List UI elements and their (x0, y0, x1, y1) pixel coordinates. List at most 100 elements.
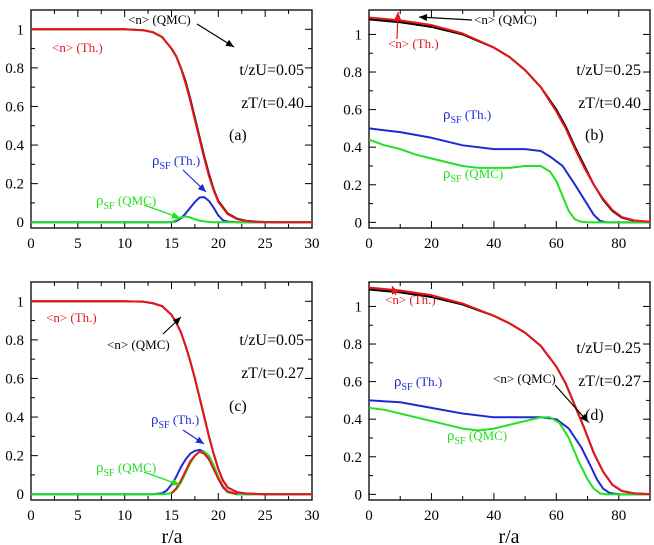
x-tick-label: 10 (117, 508, 132, 524)
panel-label: (a) (229, 127, 247, 144)
y-tick-label: 0.2 (343, 178, 362, 194)
sf-subscript: SF (160, 161, 172, 172)
x-tick-label: 20 (211, 508, 226, 524)
annotation-arrowhead (171, 478, 180, 486)
x-tick-label: 60 (549, 236, 564, 252)
x-axis-label: r/a (498, 526, 519, 545)
annotation-arrowhead (171, 211, 180, 219)
x-tick-label: 0 (365, 236, 373, 252)
rho-symbol: ρ (152, 153, 160, 169)
y-tick-label: 0.2 (5, 449, 24, 465)
sf-subscript: SF (104, 201, 116, 212)
annotation-label: <n> (Th.) (388, 36, 439, 51)
x-tick-label: 5 (74, 508, 82, 524)
x-tick-label: 25 (258, 236, 273, 252)
y-tick-label: 1 (355, 299, 363, 315)
y-tick-label: 0.8 (5, 333, 24, 349)
series-line--n-qmc- (31, 300, 312, 496)
parameter-text: zT/t=0.27 (578, 373, 641, 390)
x-tick-label: 0 (27, 508, 35, 524)
sf-subscript: SF (402, 382, 414, 393)
sf-subscript: SF (451, 174, 463, 185)
series-line--n-th- (31, 300, 312, 496)
annotation-label: ρSF (Th.) (151, 412, 199, 431)
annotation-label: ρSF (QMC) (443, 166, 503, 185)
parameter-text: t/zU=0.05 (239, 62, 304, 79)
series-line--sf-qmc- (369, 138, 650, 224)
parameter-text: t/zU=0.05 (239, 332, 304, 349)
rho-symbol: ρ (96, 193, 104, 209)
annotation-arrowhead (225, 39, 234, 47)
y-tick-label: 0.6 (5, 99, 24, 115)
x-tick-label: 15 (164, 236, 179, 252)
series-line--sf-th- (31, 448, 312, 496)
series-line--sf-qmc- (31, 450, 312, 496)
sf-subscript: SF (104, 468, 116, 479)
annotation-label: ρSF (Th.) (152, 153, 200, 172)
series-line--sf-qmc- (369, 406, 650, 496)
sf-subscript: SF (455, 436, 467, 447)
series-line--sf-th- (369, 127, 650, 224)
x-tick-label: 10 (117, 236, 132, 252)
parameter-text: zT/t=0.27 (241, 365, 304, 382)
rho-symbol: ρ (394, 374, 402, 390)
x-tick-label: 60 (549, 508, 564, 524)
annotation-arrowhead (394, 12, 402, 21)
y-tick-label: 0.6 (343, 375, 362, 391)
y-tick-label: 0.6 (343, 103, 362, 119)
annotation-arrowhead (197, 183, 206, 192)
x-axis-label: r/a (161, 526, 182, 545)
panel-b: 0 20 40 60 80 0 0.2 0.4 0.6 0.8 1 <n> (QMC) <n> (Th.… (343, 9, 651, 252)
annotation-label: ρSF (QMC) (96, 193, 156, 212)
annotation-tail: (Th.) (171, 153, 201, 168)
annotation-arrowhead (172, 317, 181, 326)
annotation-label: <n> (Th.) (46, 310, 97, 325)
y-tick-label: 0.6 (5, 371, 24, 387)
series-line--n-qmc- (31, 28, 312, 224)
rho-symbol: ρ (443, 166, 451, 182)
y-tick-label: 0 (17, 215, 25, 231)
y-tick-label: 0.8 (5, 61, 24, 77)
annotation-tail: (QMC) (462, 166, 504, 181)
x-tick-label: 20 (424, 508, 439, 524)
annotation-arrow (418, 16, 473, 21)
annotation-label: <n> (QMC) (128, 12, 191, 27)
series-line--n-th- (369, 16, 650, 223)
panel-a: 0 5 10 15 20 25 30 0 0.2 0.4 0.6 0.8 1 <n> (QMC) <n> (… (5, 9, 320, 252)
panel-label: (d) (585, 407, 604, 424)
annotation-tail: (QMC) (115, 193, 157, 208)
y-tick-label: 0 (355, 487, 363, 503)
annotation-arrowhead (580, 413, 588, 422)
x-tick-label: 20 (424, 236, 439, 252)
parameter-text: t/zU=0.25 (576, 340, 641, 357)
y-tick-label: 0.2 (5, 177, 24, 193)
annotation-label: <n> (QMC) (474, 12, 537, 27)
y-tick-label: 0.4 (343, 140, 362, 156)
panel-c: 0 5 10 15 20 25 30 0 0.2 0.4 0.6 0.8 1 <n> (Th.) <n> (… (5, 281, 320, 545)
rho-symbol: ρ (151, 412, 159, 428)
annotation-arrowhead (419, 13, 428, 21)
rho-symbol: ρ (447, 428, 455, 444)
series-line--sf-qmc- (31, 215, 312, 224)
y-tick-label: 1 (17, 294, 25, 310)
y-tick-label: 1 (17, 22, 25, 38)
parameter-text: zT/t=0.40 (578, 95, 641, 112)
x-tick-label: 80 (611, 236, 626, 252)
annotation-tail: (QMC) (115, 460, 157, 475)
annotation-label: ρSF (QMC) (96, 460, 156, 479)
annotation-label: <n> (QMC) (493, 371, 556, 386)
x-tick-label: 40 (486, 508, 501, 524)
y-tick-label: 0 (17, 487, 25, 503)
y-tick-label: 0.4 (5, 138, 24, 154)
rho-symbol: ρ (443, 107, 451, 123)
series-line--n-th- (31, 28, 312, 224)
sf-subscript: SF (451, 115, 463, 126)
series-line--n-th- (369, 286, 650, 496)
y-tick-label: 0.8 (343, 337, 362, 353)
annotation-label: ρSF (QMC) (447, 428, 507, 447)
annotation-arrowhead (392, 286, 399, 295)
annotation-tail: (Th.) (462, 107, 492, 122)
rho-symbol: ρ (96, 460, 104, 476)
